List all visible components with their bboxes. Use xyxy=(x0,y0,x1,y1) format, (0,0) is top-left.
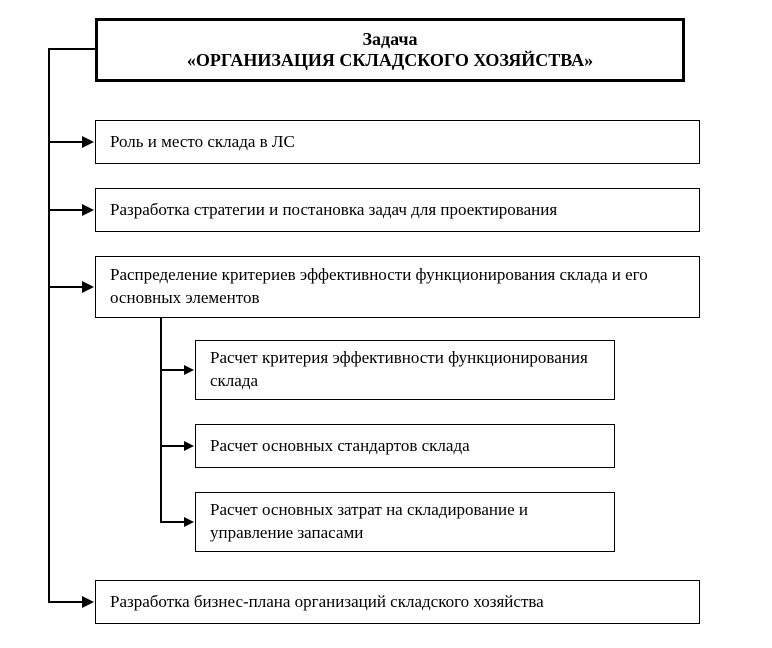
box-criteria: Распределение критериев эффективности фу… xyxy=(95,256,700,318)
header-line2: «ОРГАНИЗАЦИЯ СКЛАДСКОГО ХОЗЯЙСТВА» xyxy=(187,50,593,71)
box-calc-efficiency: Расчет критерия эффективности функционир… xyxy=(195,340,615,400)
arrow-business-plan xyxy=(82,596,94,608)
box-calc-efficiency-text: Расчет критерия эффективности функционир… xyxy=(210,347,600,393)
box-calc-costs: Расчет основных затрат на складирование … xyxy=(195,492,615,552)
arrow-calc-costs xyxy=(184,517,194,527)
connector-calc-efficiency xyxy=(160,369,185,371)
diagram-container: Задача «ОРГАНИЗАЦИЯ СКЛАДСКОГО ХОЗЯЙСТВА… xyxy=(0,0,772,648)
arrow-calc-efficiency xyxy=(184,365,194,375)
arrow-role xyxy=(82,136,94,148)
header-box: Задача «ОРГАНИЗАЦИЯ СКЛАДСКОГО ХОЗЯЙСТВА… xyxy=(95,18,685,82)
arrow-strategy xyxy=(82,204,94,216)
connector-calc-costs xyxy=(160,521,185,523)
box-business-plan-text: Разработка бизнес-плана организаций скла… xyxy=(110,591,544,614)
header-line1: Задача xyxy=(362,29,417,50)
main-trunk-line xyxy=(48,48,50,602)
connector-header xyxy=(48,48,95,50)
box-role: Роль и место склада в ЛС xyxy=(95,120,700,164)
connector-criteria xyxy=(48,286,83,288)
connector-strategy xyxy=(48,209,83,211)
connector-calc-standards xyxy=(160,445,185,447)
box-role-text: Роль и место склада в ЛС xyxy=(110,131,295,154)
box-calc-standards: Расчет основных стандартов склада xyxy=(195,424,615,468)
box-business-plan: Разработка бизнес-плана организаций скла… xyxy=(95,580,700,624)
box-calc-costs-text: Расчет основных затрат на складирование … xyxy=(210,499,600,545)
box-calc-standards-text: Расчет основных стандартов склада xyxy=(210,435,470,458)
connector-role xyxy=(48,141,83,143)
arrow-calc-standards xyxy=(184,441,194,451)
box-strategy: Разработка стратегии и постановка задач … xyxy=(95,188,700,232)
box-strategy-text: Разработка стратегии и постановка задач … xyxy=(110,199,557,222)
connector-business-plan xyxy=(48,601,83,603)
arrow-criteria xyxy=(82,281,94,293)
box-criteria-text: Распределение критериев эффективности фу… xyxy=(110,264,685,310)
sub-trunk-line xyxy=(160,318,162,522)
